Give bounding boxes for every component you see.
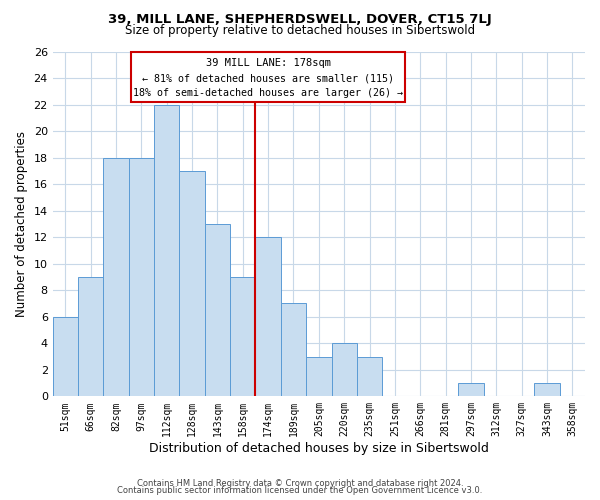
Text: Contains HM Land Registry data © Crown copyright and database right 2024.: Contains HM Land Registry data © Crown c… (137, 478, 463, 488)
Bar (357, 356, 382, 397)
Y-axis label: Number of detached properties: Number of detached properties (15, 131, 28, 317)
Bar (53, 317, 78, 396)
Bar (281, 304, 306, 396)
Text: 18% of semi-detached houses are larger (26) →: 18% of semi-detached houses are larger (… (133, 88, 403, 99)
Bar (230, 277, 256, 396)
Bar (256, 237, 281, 396)
Bar (103, 158, 129, 396)
Bar (458, 383, 484, 396)
Text: ← 81% of detached houses are smaller (115): ← 81% of detached houses are smaller (11… (142, 74, 394, 84)
Text: Contains public sector information licensed under the Open Government Licence v3: Contains public sector information licen… (118, 486, 482, 495)
Text: Size of property relative to detached houses in Sibertswold: Size of property relative to detached ho… (125, 24, 475, 37)
Bar (179, 171, 205, 396)
Text: 39 MILL LANE: 178sqm: 39 MILL LANE: 178sqm (206, 58, 331, 68)
Bar (78, 277, 103, 396)
X-axis label: Distribution of detached houses by size in Sibertswold: Distribution of detached houses by size … (149, 442, 489, 455)
Text: 39, MILL LANE, SHEPHERDSWELL, DOVER, CT15 7LJ: 39, MILL LANE, SHEPHERDSWELL, DOVER, CT1… (108, 12, 492, 26)
Bar (535, 383, 560, 396)
Bar (205, 224, 230, 396)
Bar (154, 104, 179, 397)
Bar (129, 158, 154, 396)
FancyBboxPatch shape (131, 52, 405, 102)
Bar (332, 344, 357, 396)
Bar (306, 356, 332, 397)
